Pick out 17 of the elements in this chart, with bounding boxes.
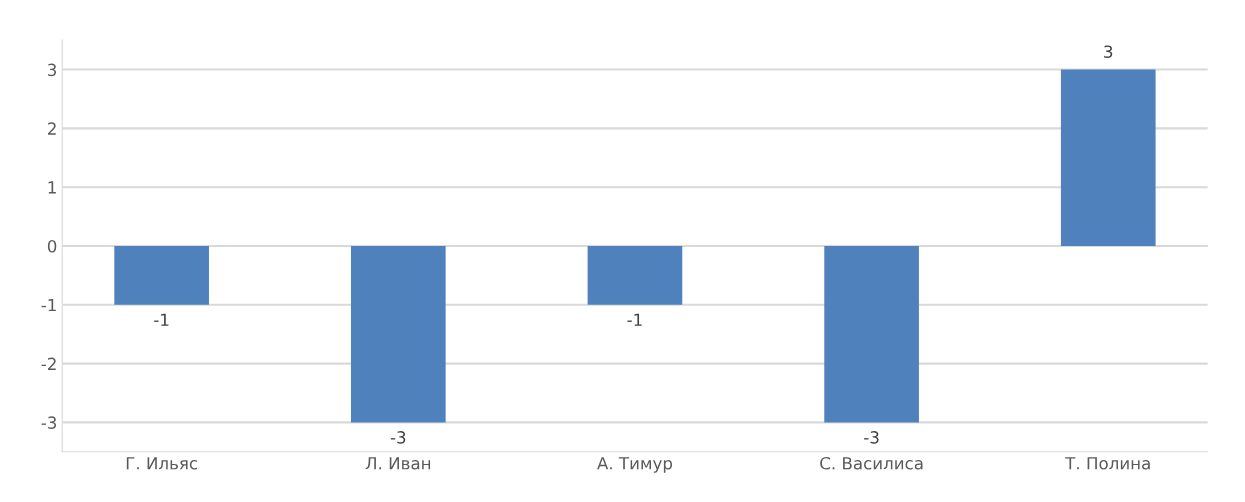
x-tick-label: Т. Полина [1065,457,1150,470]
y-tick-label: 1 [48,181,56,194]
y-tick-label: 3 [48,63,57,77]
y-tick-label: -1 [41,298,56,312]
y-tick-label: -2 [41,357,56,370]
data-label: -1 [154,313,169,326]
y-tick-label: -3 [41,416,57,429]
y-tick-label: 0 [47,239,57,253]
data-label: -3 [864,431,879,444]
x-tick-label: Л. Иван [365,457,431,470]
x-tick-label: С. Василиса [820,456,923,470]
x-tick-label: А. Тимур [597,457,673,473]
y-tick-label: 2 [48,122,56,135]
data-label: -1 [627,313,642,326]
data-label: 3 [1104,45,1113,58]
data-label: -3 [390,431,406,444]
x-tick-label: Г. Ильяс [126,457,198,470]
